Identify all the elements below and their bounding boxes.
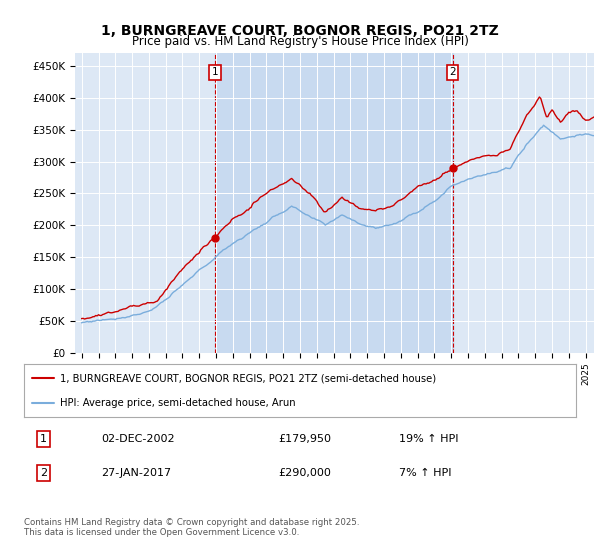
- Text: £290,000: £290,000: [278, 468, 331, 478]
- Text: 1: 1: [40, 434, 47, 444]
- Text: Contains HM Land Registry data © Crown copyright and database right 2025.
This d: Contains HM Land Registry data © Crown c…: [24, 518, 359, 538]
- Text: HPI: Average price, semi-detached house, Arun: HPI: Average price, semi-detached house,…: [60, 398, 296, 408]
- Text: 1, BURNGREAVE COURT, BOGNOR REGIS, PO21 2TZ: 1, BURNGREAVE COURT, BOGNOR REGIS, PO21 …: [101, 24, 499, 38]
- Text: 27-JAN-2017: 27-JAN-2017: [101, 468, 172, 478]
- Text: 19% ↑ HPI: 19% ↑ HPI: [400, 434, 459, 444]
- Text: 2: 2: [40, 468, 47, 478]
- Text: 7% ↑ HPI: 7% ↑ HPI: [400, 468, 452, 478]
- Text: 1: 1: [211, 67, 218, 77]
- Text: Price paid vs. HM Land Registry's House Price Index (HPI): Price paid vs. HM Land Registry's House …: [131, 35, 469, 48]
- Text: £179,950: £179,950: [278, 434, 331, 444]
- Bar: [215, 53, 452, 353]
- Text: 1, BURNGREAVE COURT, BOGNOR REGIS, PO21 2TZ (semi-detached house): 1, BURNGREAVE COURT, BOGNOR REGIS, PO21 …: [60, 374, 436, 384]
- Text: 2: 2: [449, 67, 456, 77]
- Text: 02-DEC-2002: 02-DEC-2002: [101, 434, 175, 444]
